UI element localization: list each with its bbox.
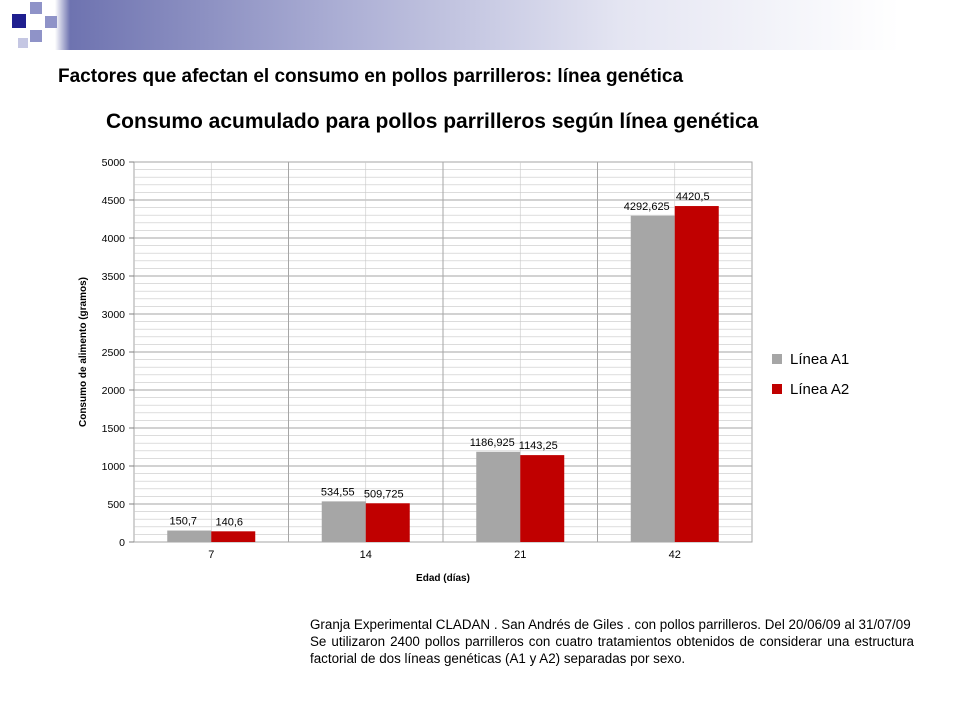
x-tick-label: 42: [669, 549, 681, 561]
y-tick-label: 1500: [102, 423, 126, 435]
bar-linea-a1: [476, 451, 521, 542]
footnote-line-1: Granja Experimental CLADAN . San Andrés …: [310, 617, 911, 632]
slide-title: Factores que afectan el consumo en pollo…: [58, 66, 684, 87]
bar-linea-a2: [365, 503, 410, 542]
data-label: 534,55: [321, 486, 355, 498]
y-tick-label: 0: [119, 537, 125, 549]
y-tick-label: 3500: [102, 271, 126, 283]
y-tick-label: 4500: [102, 195, 126, 207]
bar-linea-a2: [520, 455, 565, 542]
legend-swatch-a2: [772, 384, 782, 394]
data-label: 4292,625: [624, 201, 670, 213]
footnote-line-2: Se utilizaron 2400 pollos parrilleros co…: [310, 634, 914, 666]
data-label: 1143,25: [519, 440, 558, 452]
data-label: 1186,925: [470, 437, 515, 449]
legend-label-a2: Línea A2: [790, 381, 849, 398]
y-tick-label: 3000: [102, 309, 126, 321]
decor-square-light: [18, 38, 28, 48]
data-label: 150,7: [169, 516, 197, 528]
y-tick-label: 1000: [102, 461, 126, 473]
bar-chart: 0 500 1000 1500 2000 2500 3000 3500 4000 4500 5000…: [78, 157, 849, 584]
bar-linea-a1: [167, 530, 212, 542]
decor-square-light: [30, 2, 42, 14]
data-label: 509,725: [364, 488, 404, 500]
data-label: 4420,5: [676, 191, 710, 203]
decor-square-light: [45, 16, 57, 28]
y-tick-label: 5000: [102, 157, 126, 169]
legend-swatch-a1: [772, 354, 782, 364]
bar-linea-a2: [211, 531, 256, 542]
x-tick-label: 7: [208, 549, 214, 561]
y-tick-label: 2000: [102, 385, 126, 397]
y-axis-title: Consumo de alimento (gramos): [78, 277, 89, 427]
y-tick-label: 4000: [102, 233, 126, 245]
decor-square-dark: [12, 14, 26, 28]
bar-linea-a1: [321, 501, 366, 542]
bar-linea-a1: [630, 215, 675, 542]
y-tick-label: 500: [107, 499, 125, 511]
x-tick-label: 14: [360, 549, 372, 561]
decor-square-light: [30, 30, 42, 42]
y-tick-label: 2500: [102, 347, 126, 359]
x-axis-title: Edad (días): [416, 573, 470, 584]
legend-label-a1: Línea A1: [790, 351, 849, 368]
x-tick-label: 21: [514, 549, 526, 561]
chart-title: Consumo acumulado para pollos parrillero…: [106, 110, 759, 133]
bar-linea-a2: [674, 206, 719, 543]
data-label: 140,6: [215, 516, 243, 528]
footnote: Granja Experimental CLADAN . San Andrés …: [310, 616, 914, 667]
header-band: [0, 0, 960, 50]
